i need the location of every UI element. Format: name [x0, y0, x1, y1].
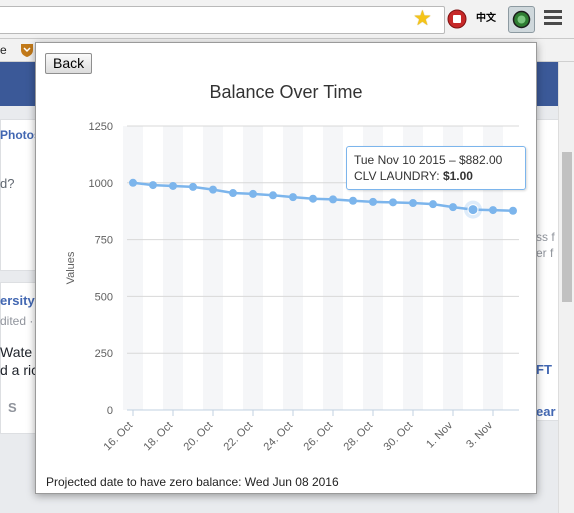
bookmark-label[interactable]: e [0, 43, 7, 57]
balance-chart: Balance Over Time 0 250 500 750 1000 1250 Value… [65, 82, 519, 454]
data-point [329, 195, 337, 204]
data-point [449, 203, 457, 212]
plot-band [243, 126, 263, 410]
chinese-dictionary-icon[interactable]: 中文 [476, 13, 496, 24]
plot-band [363, 126, 383, 410]
bookmark-star-icon[interactable]: ★ [413, 7, 432, 30]
plot-band [403, 126, 423, 410]
share-button[interactable]: S [8, 400, 17, 415]
x-tick-label: 18. Oct [142, 420, 176, 454]
tooltip-merchant-label: CLV LAUNDRY: [354, 169, 440, 183]
browser-menu-icon[interactable] [544, 10, 562, 26]
plot-band [163, 126, 183, 410]
edited-label: dited · [0, 314, 34, 328]
x-tick-label: 1. Nov [424, 419, 455, 450]
data-point [349, 196, 357, 205]
post-card [0, 282, 38, 434]
browser-toolbar: ★ 中文 [0, 0, 574, 39]
back-button[interactable]: Back [45, 53, 93, 74]
right-link-2[interactable]: ear [536, 404, 556, 419]
plot-band [323, 126, 343, 410]
stop-extension-icon[interactable] [447, 9, 467, 29]
data-point [229, 189, 237, 198]
data-point [309, 194, 317, 203]
post-line-2: d a ric [0, 362, 39, 378]
chart-title: Balance Over Time [209, 82, 362, 102]
y-tick-label: 750 [95, 235, 113, 247]
plot-band [443, 126, 463, 410]
post-line-1: Wate [0, 344, 33, 360]
question-text: d? [0, 176, 15, 191]
data-point [149, 181, 157, 190]
chart-tooltip: Tue Nov 10 2015 – $882.00 CLV LAUNDRY: $… [346, 146, 526, 190]
y-tick-label: 250 [95, 348, 113, 360]
highlighted-point [467, 204, 479, 216]
scrollbar-thumb[interactable] [562, 152, 572, 302]
data-point [409, 199, 417, 208]
data-point [509, 206, 517, 215]
right-link-1[interactable]: FT [536, 362, 552, 377]
address-bar[interactable] [0, 6, 445, 34]
shield-bookmark-icon[interactable] [19, 42, 35, 58]
y-tick-label: 500 [95, 291, 113, 303]
tooltip-merchant-amount: $1.00 [442, 169, 473, 183]
plot-band [203, 126, 223, 410]
tooltip-merchant: CLV LAUNDRY: $1.00 [354, 168, 525, 184]
data-point [189, 182, 197, 191]
data-point [209, 185, 217, 194]
data-point [489, 206, 497, 215]
x-tick-label: 28. Oct [342, 420, 376, 454]
x-tick-label: 22. Oct [222, 420, 256, 454]
data-point [289, 193, 297, 202]
left-card [0, 119, 38, 271]
right-text-1: ss f [536, 230, 555, 244]
y-tick-label: 0 [107, 405, 113, 417]
data-point [429, 200, 437, 209]
balance-extension-icon[interactable] [508, 6, 535, 33]
tooltip-date-amount: Tue Nov 10 2015 – $882.00 [354, 153, 503, 167]
y-tick-label: 1250 [89, 121, 113, 133]
x-tick-label: 20. Oct [182, 420, 216, 454]
data-point [369, 197, 377, 206]
extension-popup: Back Balance Over Time 0 250 500 750 1000 1250… [35, 42, 537, 494]
data-point [269, 191, 277, 200]
plot-band [283, 126, 303, 410]
y-tick-label: 1000 [89, 178, 113, 190]
data-point [249, 189, 257, 198]
x-tick-label: 16. Oct [102, 420, 136, 454]
photos-link[interactable]: Photos [0, 128, 41, 142]
page-name[interactable]: ersity [0, 293, 35, 308]
page-scrollbar[interactable] [558, 62, 574, 513]
right-text-2: er f [536, 246, 554, 260]
x-tick-label: 24. Oct [262, 420, 296, 454]
plot-band [123, 126, 143, 410]
x-tick-label: 3. Nov [464, 419, 495, 450]
data-point [389, 198, 397, 207]
y-axis-title: Values [65, 251, 77, 284]
plot-band [483, 126, 503, 410]
data-point [169, 181, 177, 190]
projection-text: Projected date to have zero balance: Wed… [46, 475, 339, 489]
x-tick-label: 30. Oct [382, 420, 416, 454]
x-tick-label: 26. Oct [302, 420, 336, 454]
data-point [129, 178, 137, 187]
